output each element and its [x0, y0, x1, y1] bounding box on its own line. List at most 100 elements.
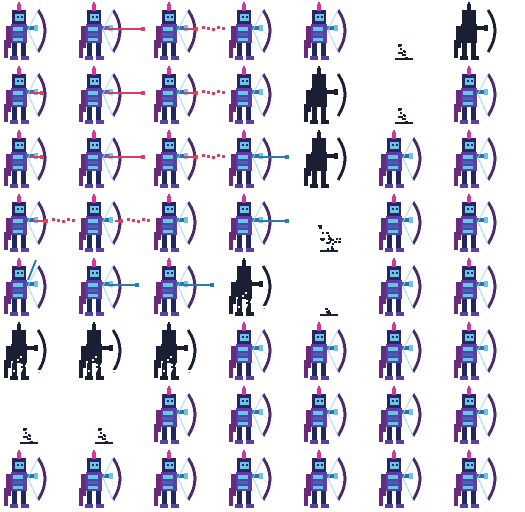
archer-sprite-icon [229, 386, 272, 444]
archer-sprite-icon [4, 322, 47, 380]
archer-sprite-icon [79, 130, 145, 188]
archer-sprite-icon [395, 108, 413, 124]
archer-sprite-icon [304, 2, 347, 60]
sprite-frame [75, 320, 150, 384]
sprite-frame [300, 384, 375, 448]
archer-sprite-icon [304, 130, 347, 188]
archer-sprite-icon [79, 194, 150, 252]
sprite-frame [450, 128, 525, 192]
sprite-frame [225, 0, 300, 64]
sprite-frame [75, 384, 150, 448]
sprite-frame [225, 192, 300, 256]
sprite-frame [150, 64, 225, 128]
sprite-frame [450, 256, 525, 320]
sprite-frame [150, 320, 225, 384]
archer-sprite-icon [154, 386, 197, 444]
sprite-frame [300, 0, 375, 64]
archer-sprite-icon [379, 386, 422, 444]
sprite-frame [300, 320, 375, 384]
sprite-frame [75, 64, 150, 128]
sprite-frame [375, 384, 450, 448]
sprite-frame [75, 256, 150, 320]
archer-sprite-icon [379, 450, 422, 508]
archer-sprite-icon [229, 66, 272, 124]
sprite-frame [0, 384, 75, 448]
archer-sprite-icon [379, 258, 422, 316]
sprite-frame [0, 0, 75, 64]
archer-sprite-icon [454, 2, 497, 60]
sprite-frame [75, 448, 150, 512]
sprite-frame [300, 64, 375, 128]
archer-sprite-icon [229, 258, 272, 316]
sprite-frame [300, 256, 375, 320]
sprite-frame [450, 192, 525, 256]
sprite-frame [225, 448, 300, 512]
archer-sprite-icon [379, 322, 422, 380]
archer-sprite-icon [454, 322, 497, 380]
archer-sprite-icon [20, 428, 38, 444]
sprite-frame [225, 64, 300, 128]
sprite-frame [75, 192, 150, 256]
archer-sprite-icon [454, 450, 497, 508]
archer-sprite-icon [154, 2, 225, 60]
sprite-frame [150, 256, 225, 320]
archer-sprite-icon [154, 322, 197, 380]
sprite-frame [0, 448, 75, 512]
sprite-frame [450, 384, 525, 448]
archer-sprite-icon [4, 194, 75, 252]
archer-sprite-icon [95, 428, 113, 444]
sprite-frame [0, 256, 75, 320]
sprite-frame [375, 320, 450, 384]
sprite-frame [300, 128, 375, 192]
sprite-frame [225, 128, 300, 192]
archer-sprite-icon [454, 386, 497, 444]
sprite-frame [0, 320, 75, 384]
archer-sprite-icon [4, 258, 47, 316]
archer-sprite-icon [454, 130, 497, 188]
sprite-frame [450, 64, 525, 128]
archer-sprite-icon [154, 258, 214, 316]
archer-sprite-icon [79, 322, 122, 380]
archer-sprite-icon [229, 194, 289, 252]
sprite-frame [75, 0, 150, 64]
archer-sprite-icon [304, 322, 347, 380]
sprite-frame [150, 384, 225, 448]
archer-sprite-icon [79, 2, 145, 60]
sprite-frame [225, 256, 300, 320]
sprite-frame [0, 192, 75, 256]
archer-sprite-icon [154, 66, 225, 124]
archer-sprite-icon [379, 194, 422, 252]
archer-sprite-icon [229, 322, 272, 380]
sprite-frame [300, 192, 375, 256]
sprite-frame [75, 128, 150, 192]
archer-sprite-icon [79, 66, 145, 124]
archer-sprite-icon [154, 450, 197, 508]
sprite-frame [300, 448, 375, 512]
archer-sprite-icon [229, 2, 272, 60]
sprite-frame [0, 64, 75, 128]
sprite-frame [375, 128, 450, 192]
archer-sprite-icon [320, 308, 338, 316]
archer-sprite-icon [454, 258, 497, 316]
archer-sprite-icon [79, 258, 139, 316]
archer-sprite-icon [318, 225, 341, 252]
archer-sprite-icon [304, 66, 347, 124]
archer-sprite-icon [395, 44, 413, 60]
sprite-frame [150, 0, 225, 64]
archer-sprite-icon [154, 194, 197, 252]
archer-sprite-icon [229, 130, 289, 188]
archer-sprite-icon [454, 194, 497, 252]
archer-sprite-icon [454, 66, 497, 124]
sprite-frame [150, 128, 225, 192]
sprite-frame [375, 256, 450, 320]
archer-sprite-icon [79, 450, 122, 508]
sprite-frame [450, 448, 525, 512]
archer-sprite-icon [379, 130, 422, 188]
archer-sprite-icon [229, 450, 272, 508]
archer-sprite-icon [304, 386, 347, 444]
sprite-frame [150, 448, 225, 512]
archer-sprite-icon [4, 66, 47, 124]
archer-sprite-icon [4, 130, 47, 188]
archer-sprite-icon [304, 450, 347, 508]
